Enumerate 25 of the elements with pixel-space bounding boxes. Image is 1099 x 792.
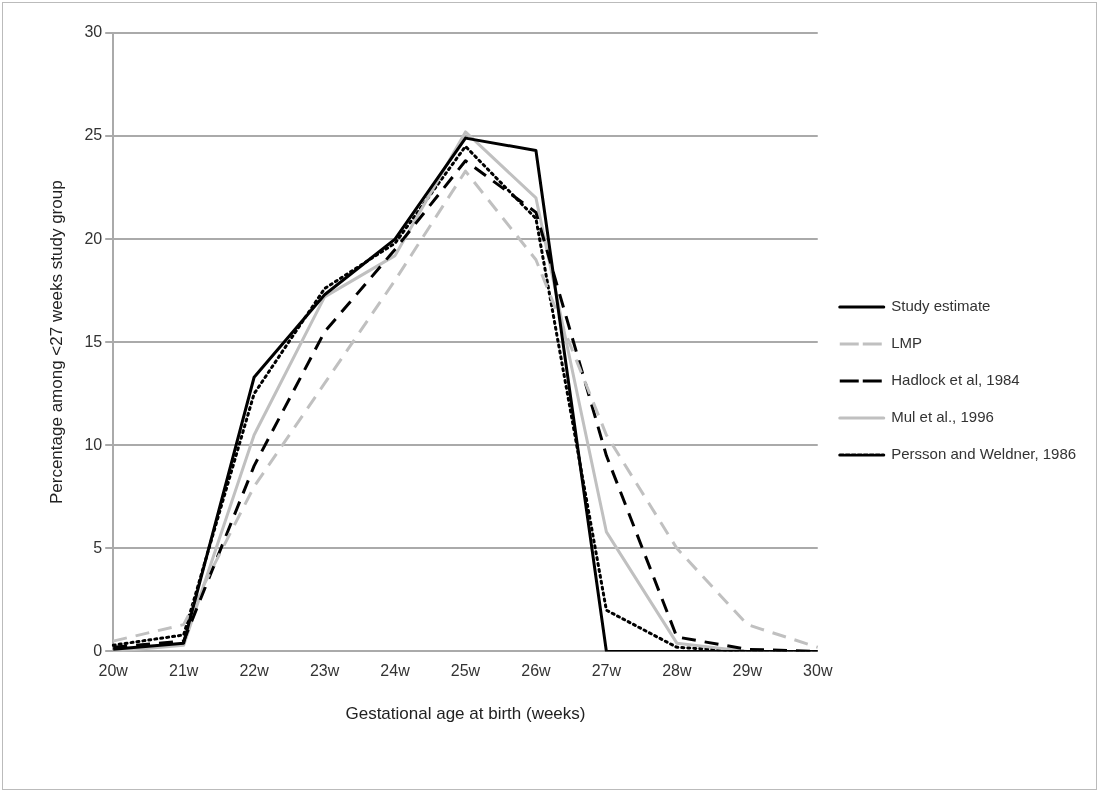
x-tick-label: 27w: [591, 662, 622, 680]
x-tick-label: 21w: [168, 662, 199, 680]
x-tick-label: 29w: [732, 662, 763, 680]
x-tick-label: 28w: [662, 662, 692, 680]
y-axis-title: Percentage among <27 weeks study group: [46, 180, 66, 505]
x-tick-label: 20w: [98, 662, 129, 680]
y-tick-label: 20: [84, 229, 103, 247]
legend-label: Persson and Weldner, 1986: [891, 445, 1077, 463]
legend-label: LMP: [891, 334, 923, 352]
x-tick-label: 25w: [450, 662, 481, 680]
x-tick-label: 22w: [239, 662, 270, 680]
y-tick-label: 30: [84, 23, 103, 41]
y-tick-label: 25: [84, 126, 103, 144]
y-tick-label: 0: [93, 641, 103, 659]
legend-label: Hadlock et al, 1984: [891, 371, 1020, 389]
legend-label: Mul et al., 1996: [891, 408, 994, 426]
x-tick-label: 23w: [309, 662, 340, 680]
y-tick-label: 5: [93, 538, 103, 556]
legend-label: Study estimate: [891, 297, 991, 315]
x-tick-label: 30w: [803, 662, 833, 680]
x-tick-label: 24w: [380, 662, 411, 680]
x-axis-title: Gestational age at birth (weeks): [345, 704, 586, 724]
x-tick-label: 26w: [521, 662, 552, 680]
y-tick-label: 10: [84, 435, 103, 453]
y-tick-label: 15: [84, 332, 103, 350]
